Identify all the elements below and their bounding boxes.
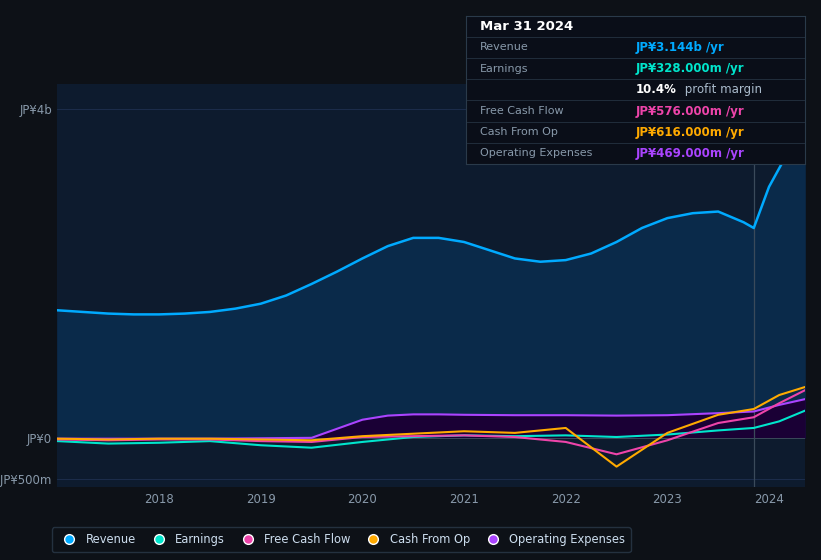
Text: Free Cash Flow: Free Cash Flow — [479, 106, 563, 116]
Text: JP¥328.000m /yr: JP¥328.000m /yr — [635, 62, 744, 75]
Text: Mar 31 2024: Mar 31 2024 — [479, 20, 573, 33]
Text: profit margin: profit margin — [681, 83, 762, 96]
Text: Cash From Op: Cash From Op — [479, 127, 557, 137]
Text: Revenue: Revenue — [479, 43, 529, 53]
Text: JP¥616.000m /yr: JP¥616.000m /yr — [635, 126, 744, 139]
Text: Earnings: Earnings — [479, 64, 529, 74]
Legend: Revenue, Earnings, Free Cash Flow, Cash From Op, Operating Expenses: Revenue, Earnings, Free Cash Flow, Cash … — [52, 528, 631, 552]
Text: JP¥469.000m /yr: JP¥469.000m /yr — [635, 147, 745, 160]
Text: Operating Expenses: Operating Expenses — [479, 148, 592, 158]
Text: JP¥3.144b /yr: JP¥3.144b /yr — [635, 41, 724, 54]
Text: 10.4%: 10.4% — [635, 83, 677, 96]
Text: JP¥576.000m /yr: JP¥576.000m /yr — [635, 105, 744, 118]
